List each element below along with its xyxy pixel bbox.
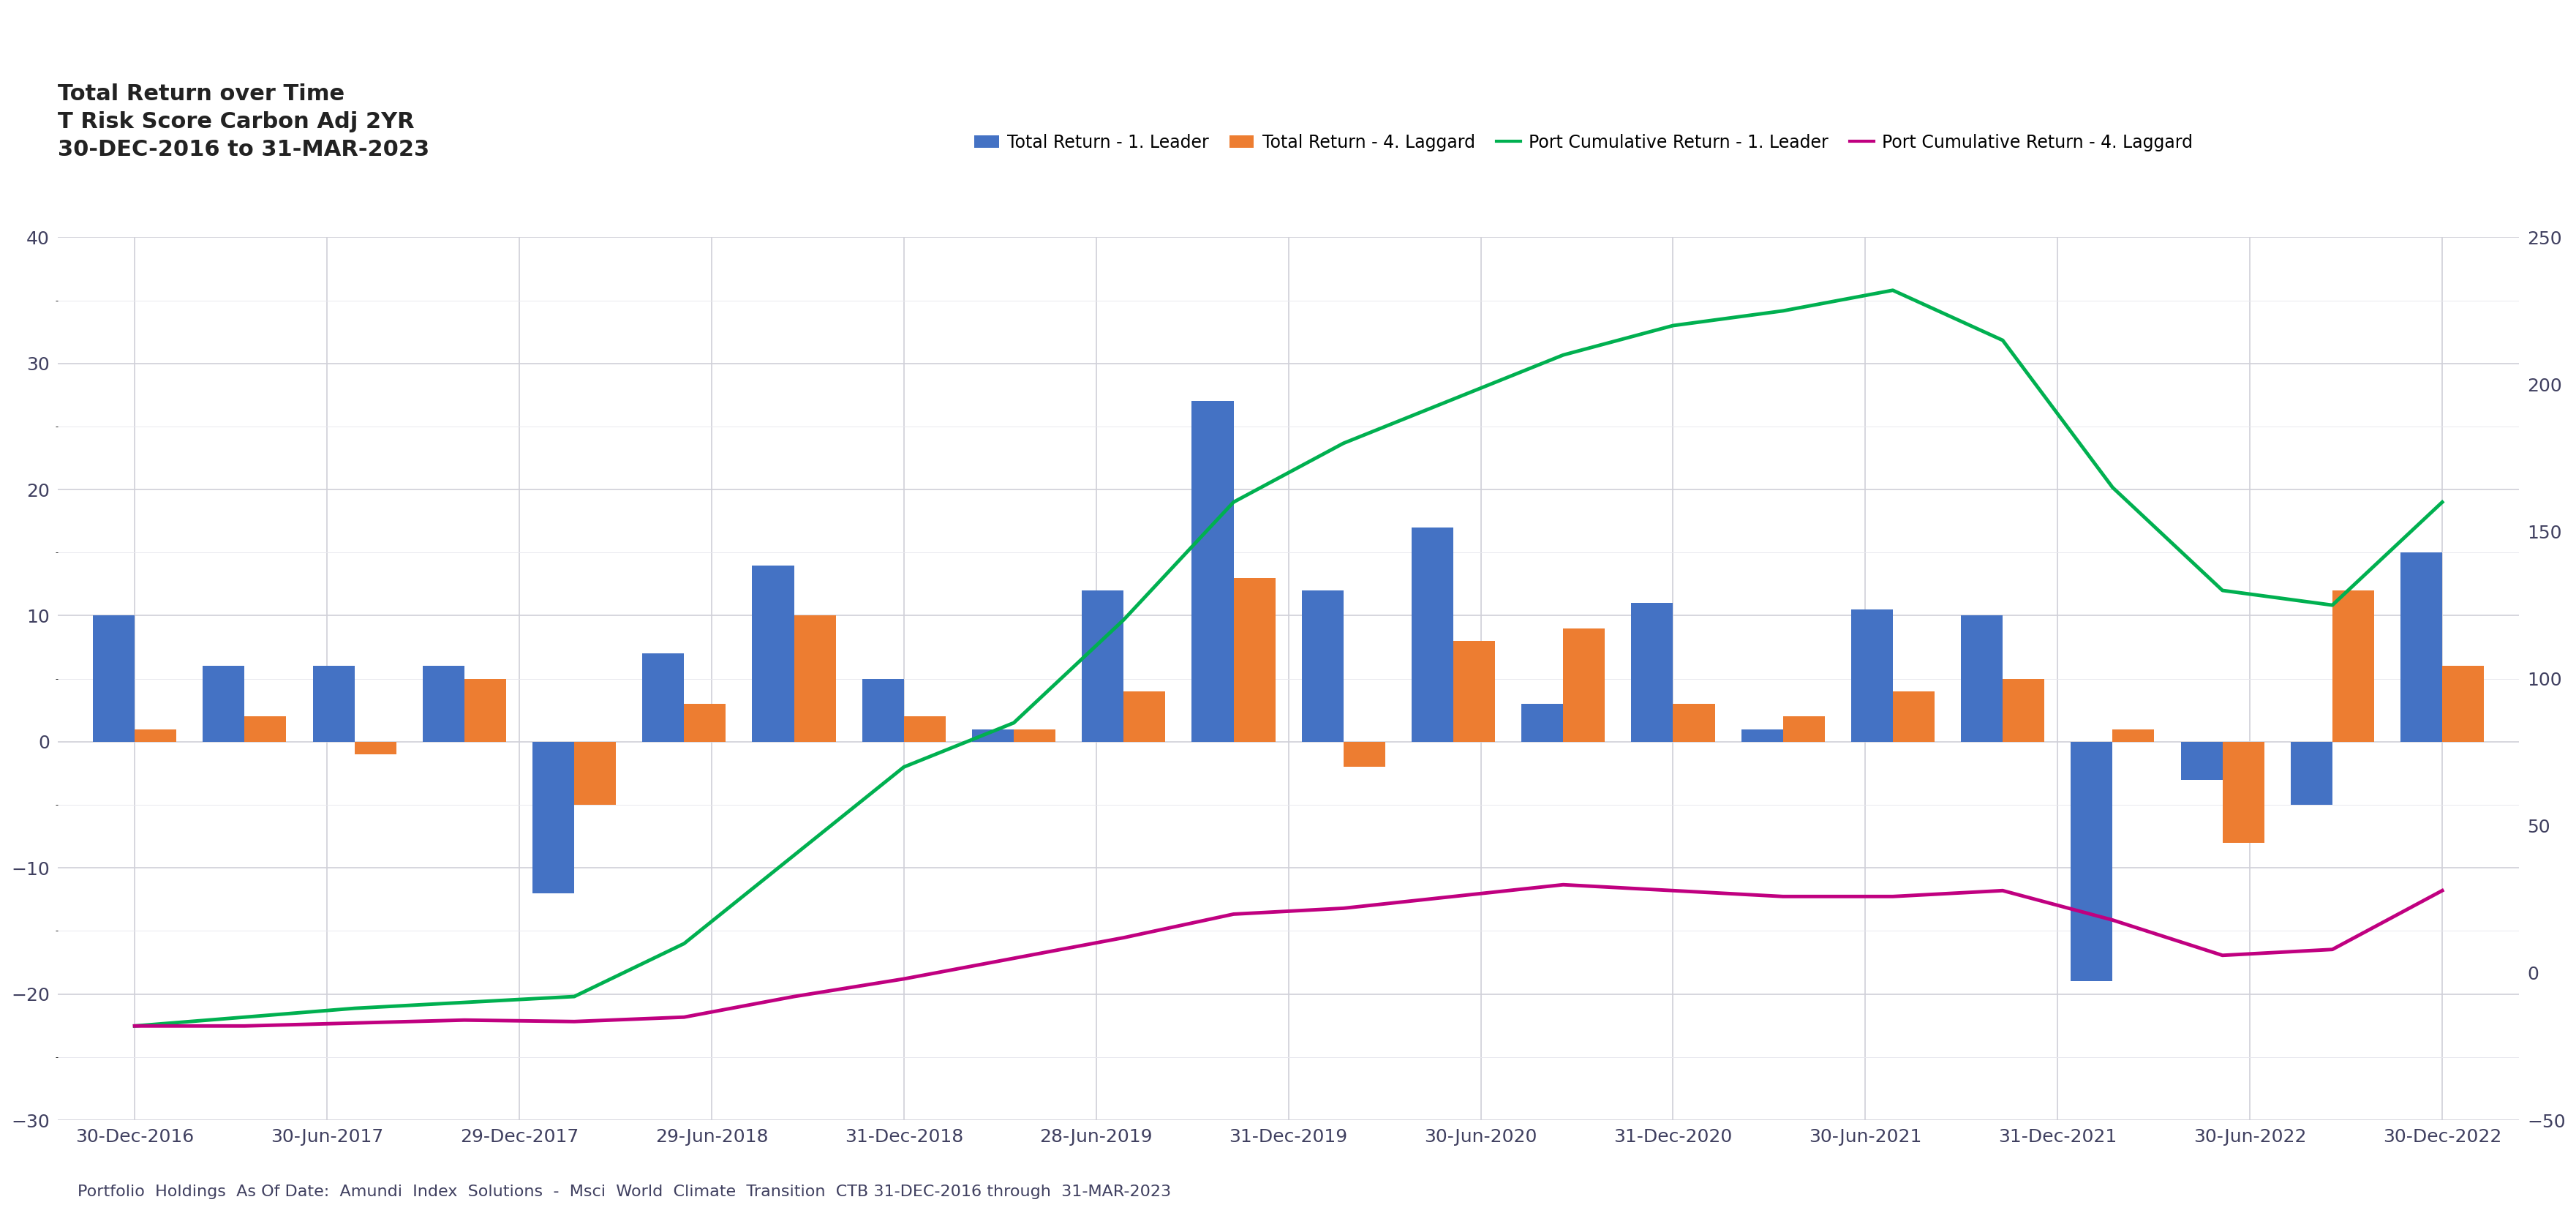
Port Cumulative Return - 4. Laggard xyxy=(997,951,1028,965)
Bar xyxy=(2112,729,2154,742)
Port Cumulative Return - 1. Leader xyxy=(1437,392,1468,406)
Bar xyxy=(422,666,464,742)
Port Cumulative Return - 4. Laggard xyxy=(1767,889,1798,904)
Bar xyxy=(752,565,793,742)
Bar xyxy=(2401,553,2442,742)
Bar xyxy=(464,678,505,742)
Bar xyxy=(1631,602,1672,742)
Bar xyxy=(1082,590,1123,742)
Bar xyxy=(1672,704,1713,742)
Port Cumulative Return - 1. Leader xyxy=(2316,598,2347,612)
Port Cumulative Return - 1. Leader xyxy=(1878,283,1909,298)
Port Cumulative Return - 1. Leader xyxy=(448,995,479,1010)
Bar xyxy=(863,678,904,742)
Bar xyxy=(204,666,245,742)
Bar xyxy=(533,742,574,893)
Bar xyxy=(971,729,1012,742)
Bar xyxy=(355,742,397,754)
Bar xyxy=(2071,742,2112,981)
Bar xyxy=(1123,692,1164,742)
Bar xyxy=(904,717,945,742)
Bar xyxy=(1342,742,1386,768)
Port Cumulative Return - 1. Leader xyxy=(1656,318,1687,333)
Line: Port Cumulative Return - 1. Leader: Port Cumulative Return - 1. Leader xyxy=(134,290,2442,1025)
Port Cumulative Return - 4. Laggard xyxy=(559,1015,590,1029)
Port Cumulative Return - 1. Leader xyxy=(667,936,698,951)
Bar xyxy=(1783,717,1824,742)
Port Cumulative Return - 4. Laggard xyxy=(1656,883,1687,898)
Bar xyxy=(1012,729,1056,742)
Legend: Total Return - 1. Leader, Total Return - 4. Laggard, Port Cumulative Return - 1.: Total Return - 1. Leader, Total Return -… xyxy=(969,127,2200,158)
Port Cumulative Return - 1. Leader xyxy=(1986,333,2017,347)
Port Cumulative Return - 1. Leader xyxy=(997,716,1028,730)
Port Cumulative Return - 4. Laggard xyxy=(1548,877,1579,892)
Bar xyxy=(683,704,726,742)
Port Cumulative Return - 4. Laggard xyxy=(2208,948,2239,963)
Port Cumulative Return - 4. Laggard xyxy=(1437,889,1468,904)
Port Cumulative Return - 1. Leader xyxy=(340,1001,371,1016)
Port Cumulative Return - 4. Laggard xyxy=(778,989,809,1004)
Port Cumulative Return - 1. Leader xyxy=(118,1018,149,1033)
Port Cumulative Return - 1. Leader xyxy=(1767,304,1798,318)
Bar xyxy=(793,616,835,742)
Bar xyxy=(1193,401,1234,742)
Bar xyxy=(1850,610,1893,742)
Port Cumulative Return - 1. Leader xyxy=(2097,481,2128,495)
Bar xyxy=(2002,678,2043,742)
Bar xyxy=(245,717,286,742)
Line: Port Cumulative Return - 4. Laggard: Port Cumulative Return - 4. Laggard xyxy=(134,884,2442,1025)
Bar xyxy=(1412,528,1453,742)
Port Cumulative Return - 4. Laggard xyxy=(1108,930,1139,945)
Bar xyxy=(2223,742,2264,842)
Bar xyxy=(93,616,134,742)
Bar xyxy=(574,742,616,805)
Port Cumulative Return - 4. Laggard xyxy=(1218,907,1249,922)
Bar xyxy=(1453,641,1494,742)
Bar xyxy=(312,666,355,742)
Port Cumulative Return - 4. Laggard xyxy=(667,1010,698,1024)
Port Cumulative Return - 4. Laggard xyxy=(2316,942,2347,957)
Bar xyxy=(1960,616,2002,742)
Port Cumulative Return - 4. Laggard xyxy=(340,1016,371,1030)
Port Cumulative Return - 4. Laggard xyxy=(889,971,920,986)
Port Cumulative Return - 4. Laggard xyxy=(1878,889,1909,904)
Port Cumulative Return - 4. Laggard xyxy=(448,1013,479,1028)
Port Cumulative Return - 1. Leader xyxy=(1548,348,1579,363)
Port Cumulative Return - 1. Leader xyxy=(889,760,920,775)
Port Cumulative Return - 1. Leader xyxy=(778,848,809,863)
Port Cumulative Return - 4. Laggard xyxy=(2427,883,2458,898)
Port Cumulative Return - 1. Leader xyxy=(1108,612,1139,627)
Bar xyxy=(1893,692,1935,742)
Port Cumulative Return - 4. Laggard xyxy=(118,1018,149,1033)
Text: Total Return over Time
T Risk Score Carbon Adj 2YR
30-DEC-2016 to 31-MAR-2023: Total Return over Time T Risk Score Carb… xyxy=(57,83,430,160)
Bar xyxy=(1301,590,1342,742)
Bar xyxy=(1234,578,1275,742)
Port Cumulative Return - 1. Leader xyxy=(229,1010,260,1024)
Port Cumulative Return - 1. Leader xyxy=(1218,495,1249,510)
Port Cumulative Return - 1. Leader xyxy=(559,989,590,1004)
Bar xyxy=(134,729,175,742)
Bar xyxy=(1520,704,1564,742)
Bar xyxy=(2179,742,2223,780)
Bar xyxy=(2290,742,2331,805)
Bar xyxy=(1564,628,1605,742)
Bar xyxy=(2331,590,2372,742)
Port Cumulative Return - 4. Laggard xyxy=(1986,883,2017,898)
Bar xyxy=(1741,729,1783,742)
Port Cumulative Return - 1. Leader xyxy=(1327,436,1358,451)
Port Cumulative Return - 4. Laggard xyxy=(229,1018,260,1033)
Bar xyxy=(641,653,683,742)
Port Cumulative Return - 4. Laggard xyxy=(1327,901,1358,916)
Text: Portfolio  Holdings  As Of Date:  Amundi  Index  Solutions  -  Msci  World  Clim: Portfolio Holdings As Of Date: Amundi In… xyxy=(77,1185,1170,1199)
Port Cumulative Return - 1. Leader xyxy=(2208,583,2239,598)
Bar xyxy=(2442,666,2483,742)
Port Cumulative Return - 1. Leader xyxy=(2427,495,2458,510)
Port Cumulative Return - 4. Laggard xyxy=(2097,913,2128,928)
